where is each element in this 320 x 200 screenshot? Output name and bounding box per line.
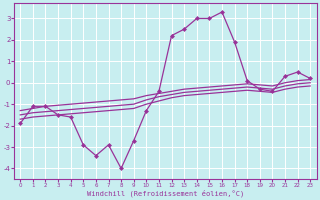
X-axis label: Windchill (Refroidissement éolien,°C): Windchill (Refroidissement éolien,°C) [87, 189, 244, 197]
